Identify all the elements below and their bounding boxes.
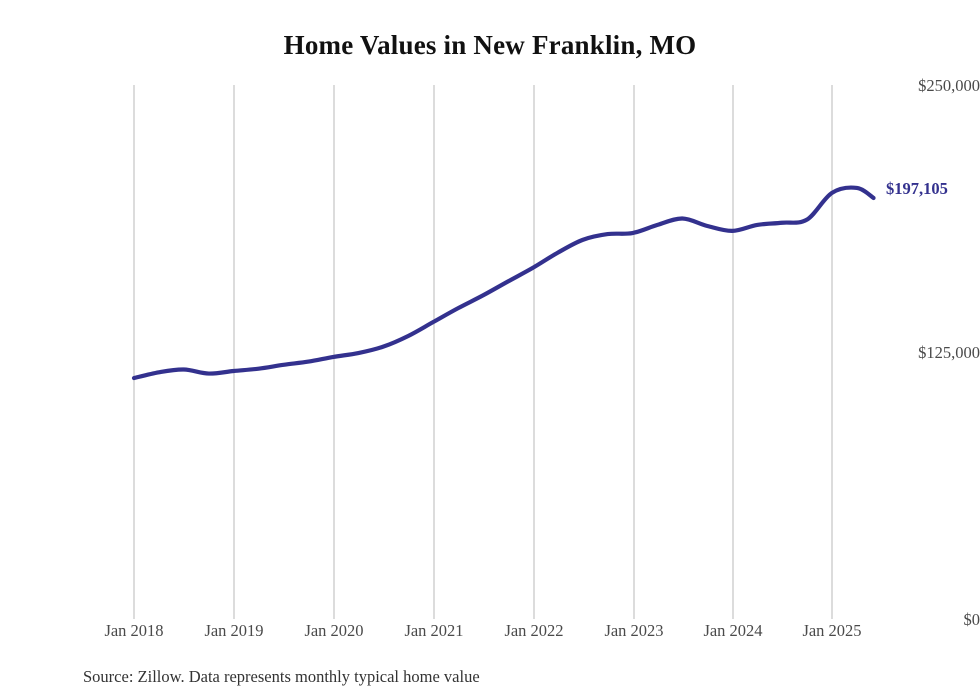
chart-title: Home Values in New Franklin, MO bbox=[283, 30, 697, 60]
x-tick-jan-2025: Jan 2025 bbox=[802, 621, 862, 640]
x-tick-jan-2021: Jan 2021 bbox=[404, 621, 464, 640]
source-note: Source: Zillow. Data represents monthly … bbox=[83, 667, 480, 686]
x-tick-jan-2018: Jan 2018 bbox=[104, 621, 164, 640]
x-tick-jan-2024: Jan 2024 bbox=[703, 621, 763, 640]
gridlines bbox=[133, 85, 833, 619]
y-tick-125000: $125,000 bbox=[918, 343, 980, 362]
x-tick-jan-2019: Jan 2019 bbox=[204, 621, 264, 640]
y-tick-0: $0 bbox=[963, 610, 980, 629]
x-tick-jan-2022: Jan 2022 bbox=[504, 621, 564, 640]
x-tick-jan-2023: Jan 2023 bbox=[604, 621, 664, 640]
end-value-label: $197,105 bbox=[886, 179, 948, 198]
data-series-line bbox=[131, 185, 876, 381]
x-tick-jan-2020: Jan 2020 bbox=[304, 621, 364, 640]
y-tick-250000: $250,000 bbox=[918, 76, 980, 95]
